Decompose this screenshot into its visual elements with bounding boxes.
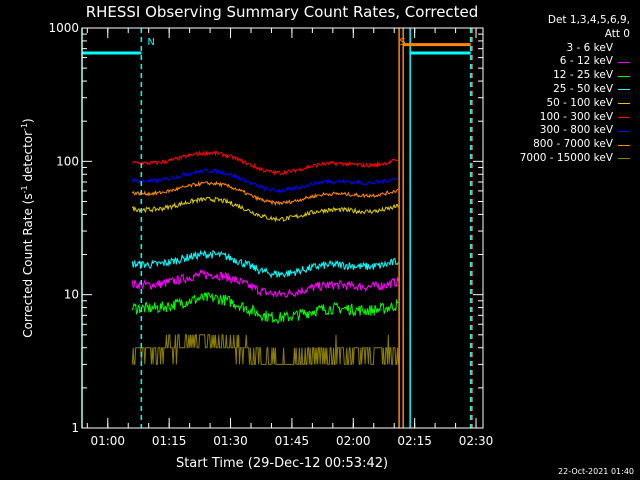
series-line-6-12kev: [131, 269, 399, 299]
legend-item-label: 6 - 12 keV: [559, 55, 613, 68]
y-axis-label-text-2: detector: [21, 131, 35, 186]
series-line-100-300kev: [132, 150, 399, 176]
legend-item-label: 7000 - 15000 keV: [519, 151, 613, 164]
legend-swatch: [618, 61, 630, 63]
legend-item: 25 - 50 keV: [470, 83, 630, 97]
y-tick-label: 100: [56, 154, 79, 168]
y-axis-label-text-1: Corrected Count Rate (s: [21, 193, 35, 337]
x-tick-label: 01:00: [90, 434, 125, 448]
legend-item: 50 - 100 keV: [470, 97, 630, 111]
y-axis-label-text-3: ): [21, 118, 35, 123]
legend-swatch: [618, 89, 630, 91]
flag-label: N: [147, 37, 154, 48]
legend-swatch: [618, 144, 630, 146]
y-axis-label-exp-1: -1: [20, 185, 29, 193]
legend: Det 1,3,4,5,6,9, Att 0 3 - 6 keV 6 - 12 k…: [470, 14, 630, 166]
legend-item: 800 - 7000 keV: [470, 138, 630, 152]
legend-item-label: 100 - 300 keV: [539, 110, 613, 123]
chart-title: RHESSI Observing Summary Count Rates, Co…: [86, 3, 479, 21]
plot-frame: [81, 27, 484, 429]
legend-item-label: 300 - 800 keV: [539, 124, 613, 137]
legend-item: 3 - 6 keV: [470, 42, 630, 56]
y-tick-label: 1: [71, 421, 79, 435]
x-axis-label: Start Time (29-Dec-12 00:53:42): [176, 456, 388, 471]
x-tick-label: 02:00: [336, 434, 371, 448]
axes: 1 10 100 1000 01:00 01:15 01:30 01:45 02:00 02:15…: [48, 21, 493, 448]
legend-item-label: 50 - 100 keV: [546, 96, 613, 109]
y-tick-label: 1000: [48, 21, 79, 35]
flag-label: S: [399, 37, 405, 48]
x-tick-label: 01:15: [152, 434, 187, 448]
x-tick-label: 02:30: [459, 434, 494, 448]
x-tick-label: 01:45: [275, 434, 310, 448]
legend-swatch: [618, 103, 630, 105]
legend-header-attenuator: Att 0: [604, 27, 630, 40]
legend-item: 7000 - 15000 keV: [470, 152, 630, 166]
legend-swatch: [618, 75, 630, 77]
legend-item-label: 25 - 50 keV: [553, 82, 613, 95]
series-line-7000-15000kev: [131, 334, 399, 365]
legend-swatch: [618, 130, 630, 132]
y-axis-label-exp-2: -1: [20, 123, 29, 131]
x-tick-label: 01:30: [213, 434, 248, 448]
series-line-50-100kev: [131, 196, 399, 223]
legend-item: 6 - 12 keV: [470, 55, 630, 69]
legend-swatch: [618, 116, 630, 118]
legend-item-label: 3 - 6 keV: [566, 41, 613, 54]
legend-item-label: 800 - 7000 keV: [533, 138, 613, 151]
y-tick-label: 10: [64, 288, 79, 302]
series-line-12-25kev: [131, 291, 399, 325]
series-line-800-7000kev: [131, 180, 399, 207]
legend-swatch: [618, 47, 630, 50]
legend-item: 12 - 25 keV: [470, 69, 630, 83]
series-line-300-800kev: [131, 168, 399, 194]
legend-rows: 3 - 6 keV 6 - 12 keV 12 - 25 keV 25 - 50 ke…: [470, 42, 630, 166]
timestamp: 22-Oct-2021 01:40: [558, 467, 634, 476]
y-axis-label: Corrected Count Rate (s-1 detector-1): [20, 118, 35, 337]
series-line-25-50kev: [131, 249, 399, 280]
x-tick-label: 02:15: [397, 434, 432, 448]
legend-swatch: [618, 158, 630, 160]
legend-item-label: 12 - 25 keV: [553, 69, 613, 82]
legend-item: 100 - 300 keV: [470, 111, 630, 125]
legend-item: 300 - 800 keV: [470, 124, 630, 138]
legend-header-detectors: Det 1,3,4,5,6,9,: [547, 14, 630, 26]
